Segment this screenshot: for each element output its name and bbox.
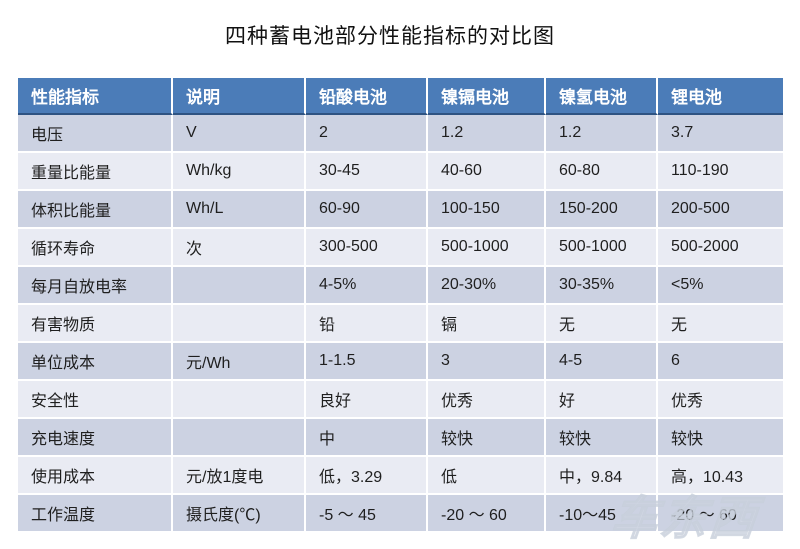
cell: 较快 [546,419,658,457]
cell: 500-1000 [428,229,546,267]
row-label: 有害物质 [18,305,173,343]
table-row: 单位成本 元/Wh 1-1.5 3 4-5 6 [18,343,783,381]
cell: <5% [658,267,783,305]
cell [173,267,306,305]
page-title: 四种蓄电池部分性能指标的对比图 [225,24,555,48]
column-header: 镍镉电池 [428,78,546,115]
cell: 中 [306,419,428,457]
cell: 摄氏度(℃) [173,495,306,531]
row-label: 工作温度 [18,495,173,531]
cell: 元/Wh [173,343,306,381]
cell: -10～45 [546,495,658,531]
row-label: 重量比能量 [18,153,173,191]
table-row: 充电速度中较快 较快 较快 [18,419,783,457]
table-body: 电压 V 2 1.2 1.2 3.7 重量比能量 Wh/kg 30-45 40-60 60-80 11… [18,115,783,531]
cell: 1.2 [428,115,546,153]
cell: 1.2 [546,115,658,153]
cell [173,305,306,343]
cell: 40-60 [428,153,546,191]
cell: 铅 [306,305,428,343]
cell: Wh/kg [173,153,306,191]
table-row: 体积比能量 Wh/L 60-90 100-150 150-200 200-500 [18,191,783,229]
table-row: 使用成本 元/放1度电 低，3.29 低中，9.84 高，10.43 [18,457,783,495]
row-label: 每月自放电率 [18,267,173,305]
cell: 镉 [428,305,546,343]
cell: 20-30% [428,267,546,305]
cell: 100-150 [428,191,546,229]
cell: 高，10.43 [658,457,783,495]
table-row: 安全性 良好 优秀好优秀 [18,381,783,419]
table-row: 电压 V 2 1.2 1.2 3.7 [18,115,783,153]
cell: 良好 [306,381,428,419]
cell: -20 ～ 60 [428,495,546,531]
row-label: 体积比能量 [18,191,173,229]
row-label: 使用成本 [18,457,173,495]
cell: 无 [546,305,658,343]
cell: 低，3.29 [306,457,428,495]
table-row: 有害物质铅镉无无 [18,305,783,343]
row-label: 电压 [18,115,173,153]
header-row: 性能指标 说明 铅酸电池 镍镉电池 镍氢电池 锂电池 [18,78,783,115]
row-label: 安全性 [18,381,173,419]
row-label: 充电速度 [18,419,173,457]
cell [173,381,306,419]
cell: V [173,115,306,153]
cell: 次 [173,229,306,267]
cell: 4-5 [546,343,658,381]
cell: 元/放1度电 [173,457,306,495]
cell: 110-190 [658,153,783,191]
cell: 150-200 [546,191,658,229]
cell: 无 [658,305,783,343]
cell [173,419,306,457]
cell: 500-1000 [546,229,658,267]
table-row: 工作温度 摄氏度(℃) -5 ～ 45 -20 ～ 60 -10～45 -20 ～ 60 [18,495,783,531]
cell: 6 [658,343,783,381]
table-row: 每月自放电率 4-5% 20-30% 30-35% <5% [18,267,783,305]
cell: 200-500 [658,191,783,229]
cell: 较快 [658,419,783,457]
cell: 1-1.5 [306,343,428,381]
cell: 3 [428,343,546,381]
cell: 低 [428,457,546,495]
cell: 3.7 [658,115,783,153]
column-header: 性能指标 [18,78,173,115]
cell: 较快 [428,419,546,457]
table-row: 循环寿命次 300-500 500-1000 500-1000 500-2000 [18,229,783,267]
battery-comparison-table: 性能指标 说明 铅酸电池 镍镉电池 镍氢电池 锂电池 电压 V 2 1.2 1.2 3.7 重量比能量… [18,78,783,531]
row-label: 循环寿命 [18,229,173,267]
cell: 优秀 [658,381,783,419]
cell: 优秀 [428,381,546,419]
cell: 2 [306,115,428,153]
cell: -20 ～ 60 [658,495,783,531]
cell: Wh/L [173,191,306,229]
cell: 中，9.84 [546,457,658,495]
column-header: 说明 [173,78,306,115]
cell: 30-35% [546,267,658,305]
cell: -5 ～ 45 [306,495,428,531]
cell: 300-500 [306,229,428,267]
cell: 60-90 [306,191,428,229]
table-row: 重量比能量 Wh/kg 30-45 40-60 60-80 110-190 [18,153,783,191]
column-header: 镍氢电池 [546,78,658,115]
column-header: 铅酸电池 [306,78,428,115]
column-header: 锂电池 [658,78,783,115]
cell: 4-5% [306,267,428,305]
cell: 60-80 [546,153,658,191]
row-label: 单位成本 [18,343,173,381]
cell: 30-45 [306,153,428,191]
cell: 好 [546,381,658,419]
cell: 500-2000 [658,229,783,267]
